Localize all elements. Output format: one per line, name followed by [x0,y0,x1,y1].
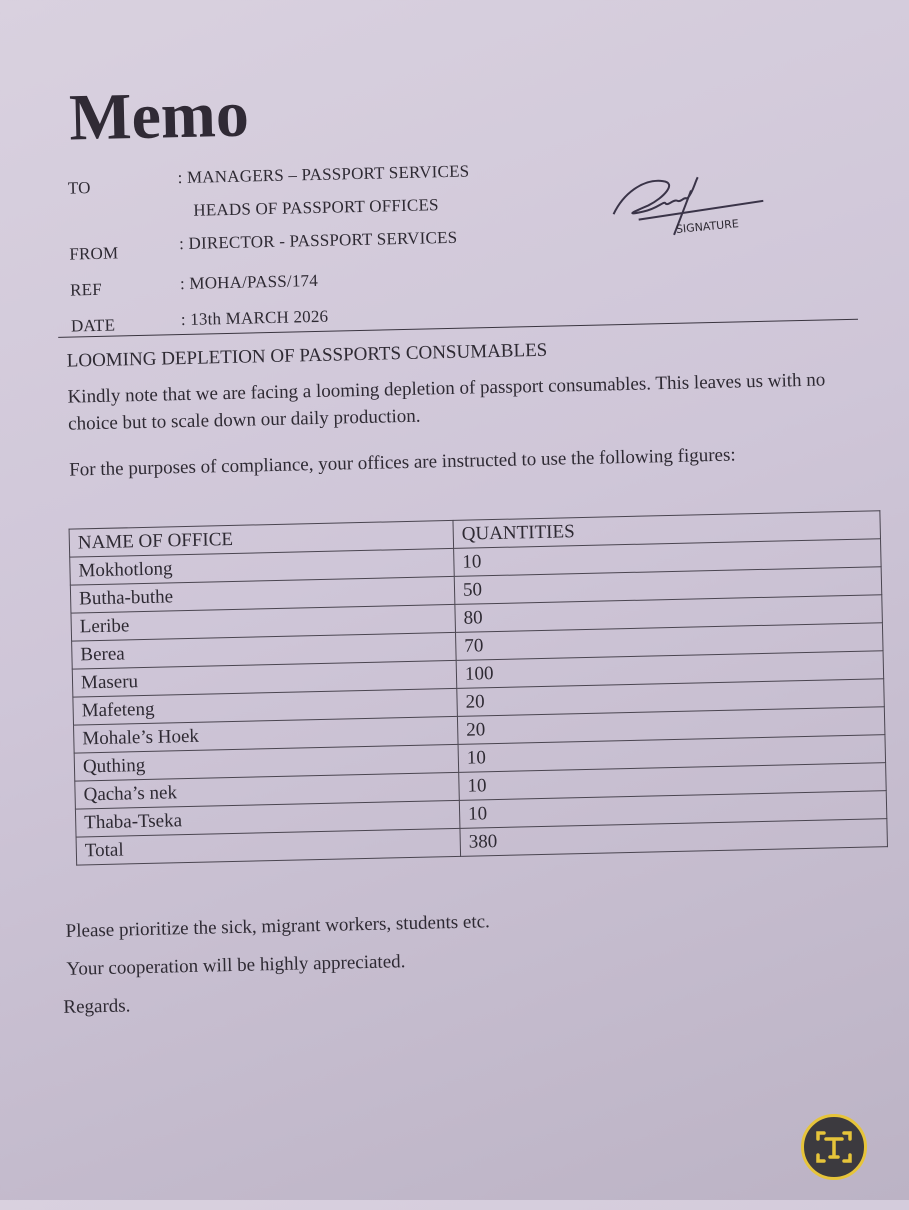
quantities-table: NAME OF OFFICE QUANTITIES Mokhotlong 10 Bu… [69,510,888,866]
signature: SIGNATURE [602,161,774,250]
from-value: : DIRECTOR - PASSPORT SERVICES [178,227,458,254]
header-divider [58,318,859,338]
to-value-2: HEADS OF PASSPORT OFFICES [193,195,439,220]
memo-subject: LOOMING DEPLETION OF PASSPORTS CONSUMABL… [66,339,548,372]
paragraph-2: For the purposes of compliance, your off… [68,444,736,481]
closing-line-1: Please prioritize the sick, migrant work… [65,911,491,942]
paragraph-1: Kindly note that we are facing a looming… [67,369,826,435]
signature-mark-icon [612,176,764,236]
memo-title: Memo [68,77,250,155]
ref-value: : MOHA/PASS/174 [179,270,319,294]
closing-regards: Regards. [63,995,131,1018]
date-value: : 13th MARCH 2026 [180,306,329,330]
text-scan-button[interactable] [801,1114,867,1180]
to-label: TO [67,178,91,198]
from-label: FROM [69,243,119,264]
text-scan-icon [816,1131,852,1163]
date-label: DATE [70,315,116,336]
closing-line-2: Your cooperation will be highly apprecia… [66,951,406,980]
ref-label: REF [69,279,103,300]
to-value: : MANAGERS – PASSPORT SERVICES [177,161,470,188]
